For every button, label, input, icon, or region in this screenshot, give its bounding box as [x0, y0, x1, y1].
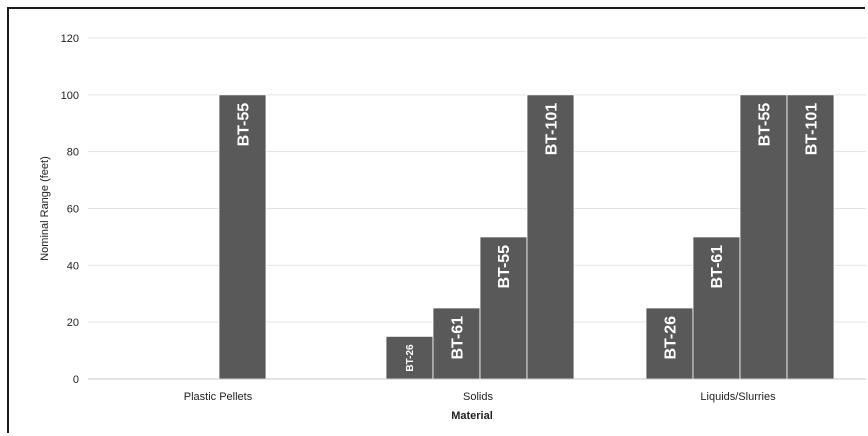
y-axis-title: Nominal Range (feet) [39, 156, 51, 261]
x-category-label: Solids [463, 391, 493, 403]
chart-frame [7, 7, 865, 433]
bar-label: BT-101 [543, 103, 560, 156]
y-axis-ticks: 0 20 40 60 80 100 120 [61, 33, 79, 386]
bar [218, 94, 267, 380]
bar [432, 307, 481, 380]
bar-label: BT-26 [662, 316, 679, 360]
bar [786, 94, 835, 380]
y-tick-label: 120 [61, 33, 79, 45]
bar-label: BT-55 [756, 103, 773, 147]
x-category-label: Liquids/Slurries [700, 391, 776, 403]
bars [218, 94, 835, 380]
bar-label: BT-101 [803, 103, 820, 156]
bar [739, 94, 788, 380]
bar-label: BT-61 [709, 245, 726, 289]
bar-label: BT-55 [235, 103, 252, 147]
bar [526, 94, 575, 380]
x-category-label: Plastic Pellets [184, 391, 253, 403]
bar [385, 335, 434, 380]
x-axis-categories: Plastic Pellets Solids Liquids/Slurries [184, 391, 776, 403]
bar-label: BT-26 [405, 344, 416, 372]
y-tick-label: 40 [67, 260, 79, 272]
x-axis-title: Material [451, 410, 493, 422]
bar [645, 307, 694, 380]
y-tick-label: 20 [67, 317, 79, 329]
bar [692, 236, 741, 380]
bar-labels: BT-55 BT-26 BT-61 BT-55 BT-101 BT-26 BT-61 BT-5… [235, 103, 820, 372]
bar-label: BT-61 [449, 316, 466, 360]
y-tick-label: 100 [61, 90, 79, 102]
y-tick-label: 80 [67, 147, 79, 159]
bar [479, 236, 528, 380]
y-tick-label: 0 [73, 374, 79, 386]
bar-label: BT-55 [496, 245, 513, 289]
y-tick-label: 60 [67, 204, 79, 216]
